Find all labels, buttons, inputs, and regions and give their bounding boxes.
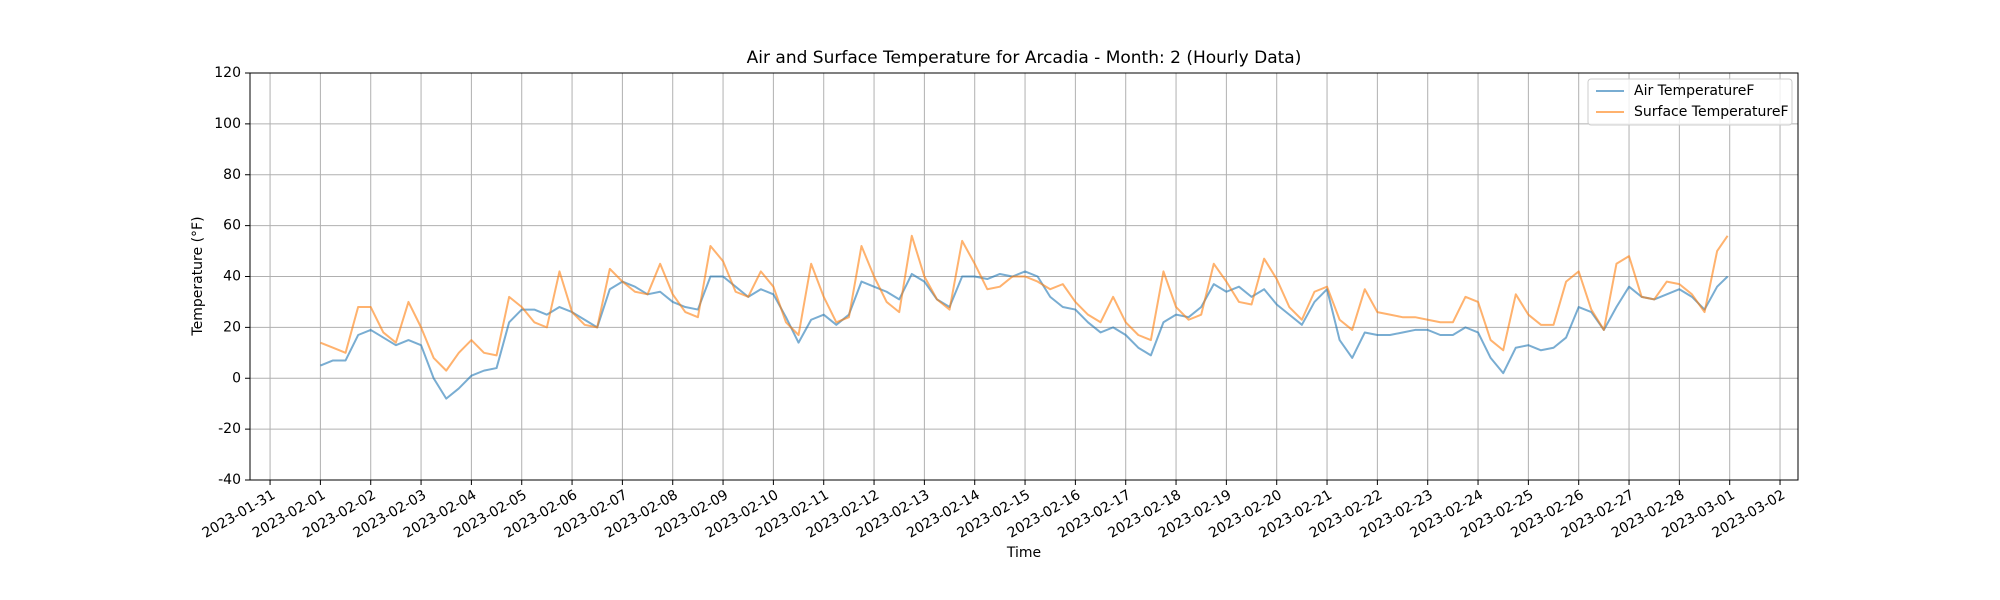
legend-box xyxy=(1587,78,1793,126)
y-tick-label: 20 xyxy=(223,319,241,335)
y-tick-label: -20 xyxy=(218,421,241,437)
y-tick-label: 60 xyxy=(223,218,241,234)
legend-label: Air TemperatureF xyxy=(1634,83,1754,99)
y-tick-label: 40 xyxy=(223,269,241,285)
legend-label: Surface TemperatureF xyxy=(1634,104,1789,120)
x-axis-label: Time xyxy=(1006,545,1041,561)
y-tick-label: 80 xyxy=(223,167,241,183)
y-tick-label: 100 xyxy=(214,116,241,132)
chart-title: Air and Surface Temperature for Arcadia … xyxy=(747,48,1302,68)
plot-frame xyxy=(249,72,1799,481)
y-tick-label: 120 xyxy=(214,65,241,81)
y-tick-label: 0 xyxy=(232,370,241,386)
y-axis-label: Temperature (°F) xyxy=(190,216,206,336)
data-line xyxy=(320,234,1729,372)
data-line xyxy=(320,270,1729,400)
y-tick-label: -40 xyxy=(218,472,241,488)
